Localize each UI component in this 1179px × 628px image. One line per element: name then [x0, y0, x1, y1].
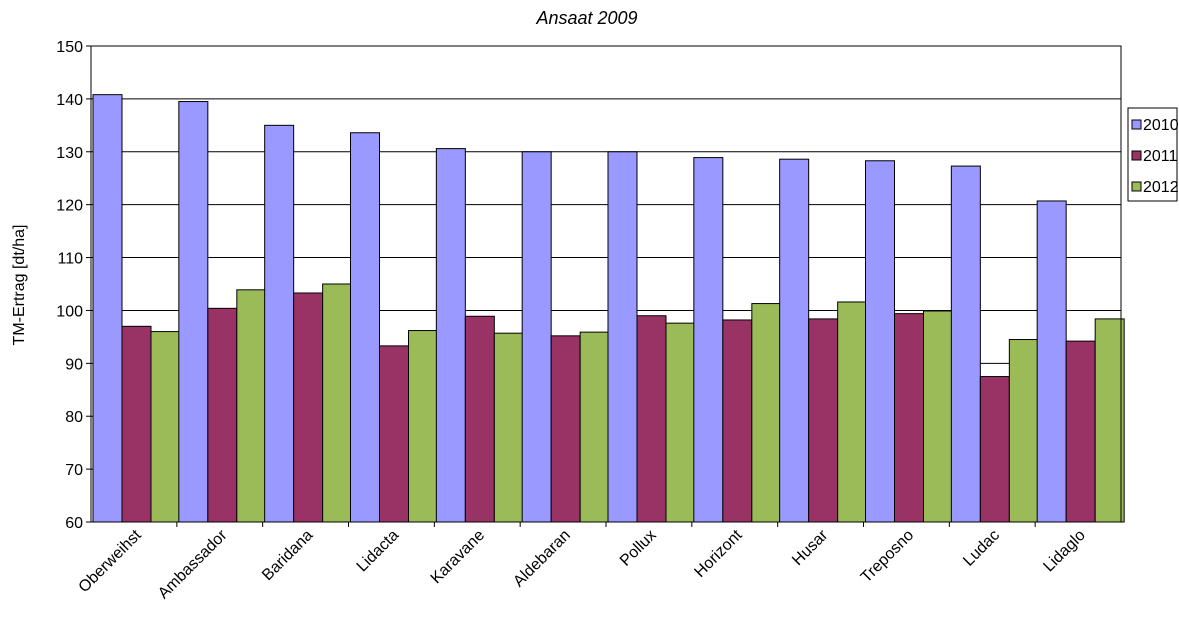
- bar-2012-ambassador: [236, 289, 267, 523]
- bar-2010-aldebaran: [521, 151, 552, 523]
- y-tick-label: 150: [56, 39, 83, 56]
- bar-2012-oberweihst: [150, 331, 181, 523]
- bar-2012-lidacta: [408, 330, 438, 523]
- x-tick-label: Lidaglo: [1040, 527, 1089, 576]
- y-tick-label: 110: [57, 251, 83, 268]
- bar-2011-horizont: [722, 319, 753, 523]
- x-tick-label: Pollux: [617, 527, 660, 570]
- bar-2010-ludac: [950, 165, 981, 523]
- y-tick-label: 90: [65, 356, 83, 373]
- x-tick-label: Ambassador: [155, 526, 231, 602]
- legend-label-2012: 2012: [1143, 179, 1179, 196]
- bar-2012-aldebaran: [579, 331, 610, 523]
- y-tick-label: 70: [65, 462, 83, 479]
- bar-2011-oberweihst: [121, 325, 152, 523]
- bar-2011-karavane: [464, 315, 495, 523]
- legend-label-2011: 2011: [1143, 148, 1178, 165]
- bar-2010-ambassador: [178, 101, 209, 523]
- legend-swatch-2010: [1131, 119, 1142, 130]
- bar-2011-lidaglo: [1065, 340, 1096, 523]
- bar-2011-husar: [808, 318, 839, 523]
- bar-2010-oberweihst: [92, 94, 123, 523]
- bar-2012-karavane: [493, 332, 524, 523]
- bar-2011-baridana: [293, 292, 324, 523]
- legend: 2010 2011 2012: [1127, 107, 1179, 202]
- x-tick-label: Husar: [789, 526, 832, 569]
- bar-2011-ludac: [979, 376, 1010, 523]
- bar-2011-lidacta: [379, 345, 409, 523]
- x-tick-label: Lidacta: [354, 527, 403, 576]
- x-tick-label: Treposno: [858, 527, 917, 586]
- x-tick-label: Oberweihst: [76, 526, 146, 596]
- bar-2012-treposno: [923, 310, 953, 523]
- y-tick-label: 140: [56, 92, 83, 109]
- bar-2010-horizont: [693, 157, 724, 523]
- x-axis-ticks: Oberweihst Ambassador Baridana Lidacta Karav…: [76, 522, 1089, 602]
- bar-2010-lidacta: [350, 132, 380, 523]
- bar-2011-ambassador: [207, 307, 238, 523]
- bar-2010-lidaglo: [1036, 200, 1067, 523]
- bar-2011-pollux: [636, 315, 667, 523]
- y-axis-ticks: 60 70 80 90 100 110 120 130 140 150: [56, 39, 91, 532]
- bar-2010-karavane: [435, 148, 466, 523]
- x-tick-label: Ludac: [960, 527, 1003, 570]
- legend-swatch-2012: [1131, 181, 1142, 192]
- bar-2012-husar: [837, 301, 868, 523]
- bar-2011-aldebaran: [550, 335, 581, 523]
- bar-2010-pollux: [607, 151, 638, 523]
- y-tick-label: 60: [65, 515, 83, 532]
- bar-2012-pollux: [665, 322, 696, 523]
- x-tick-label: Karavane: [428, 527, 489, 588]
- y-axis-label: TM-Ertrag [dt/ha]: [11, 225, 28, 346]
- legend-swatch-2011: [1131, 150, 1142, 161]
- bar-2010-baridana: [264, 124, 295, 523]
- bar-2012-baridana: [322, 283, 353, 523]
- bar-2012-lidaglo: [1094, 318, 1125, 523]
- y-tick-label: 100: [56, 303, 83, 320]
- y-tick-label: 130: [56, 145, 83, 162]
- chart-title: Ansaat 2009: [535, 8, 637, 28]
- bar-2012-ludac: [1008, 339, 1039, 523]
- bar-2010-husar: [779, 158, 810, 523]
- bar-2012-horizont: [751, 303, 782, 523]
- legend-label-2010: 2010: [1143, 117, 1179, 134]
- y-tick-label: 80: [65, 409, 83, 426]
- x-tick-label: Baridana: [259, 527, 316, 584]
- x-tick-label: Aldebaran: [510, 527, 574, 591]
- bar-2011-treposno: [894, 313, 924, 523]
- x-tick-label: Horizont: [691, 526, 746, 581]
- bar-2010-treposno: [865, 160, 895, 523]
- y-tick-label: 120: [56, 198, 83, 215]
- bars: [92, 94, 1125, 523]
